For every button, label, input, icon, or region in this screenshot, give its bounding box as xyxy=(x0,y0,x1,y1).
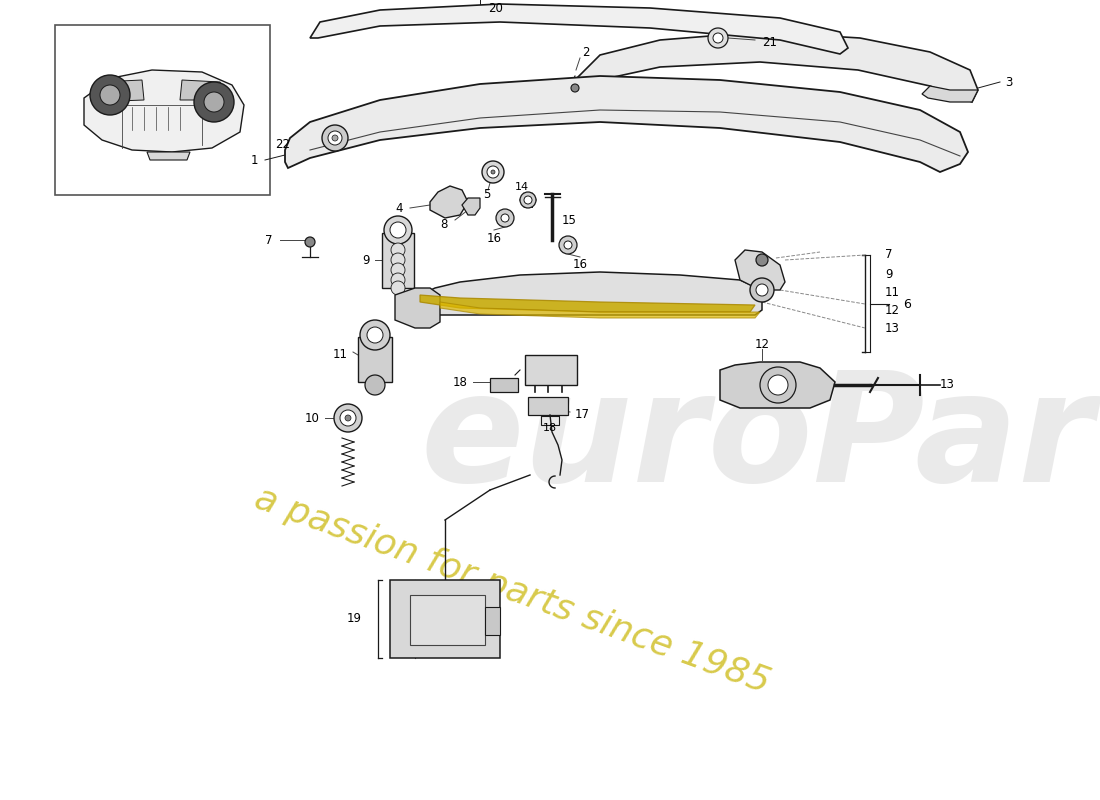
Circle shape xyxy=(390,222,406,238)
Polygon shape xyxy=(575,32,978,102)
Polygon shape xyxy=(720,362,835,408)
Text: 13: 13 xyxy=(886,322,900,334)
Circle shape xyxy=(340,410,356,426)
Text: 18: 18 xyxy=(543,423,557,433)
Text: 16: 16 xyxy=(572,258,587,271)
Circle shape xyxy=(390,253,405,267)
Circle shape xyxy=(756,254,768,266)
Circle shape xyxy=(390,263,405,277)
Polygon shape xyxy=(462,198,480,215)
Circle shape xyxy=(334,404,362,432)
Text: 12: 12 xyxy=(886,303,900,317)
FancyBboxPatch shape xyxy=(525,355,578,385)
Circle shape xyxy=(390,281,405,295)
Polygon shape xyxy=(440,302,760,318)
Text: 12: 12 xyxy=(755,338,770,350)
Circle shape xyxy=(305,237,315,247)
Text: euroParts: euroParts xyxy=(420,366,1100,514)
Circle shape xyxy=(564,241,572,249)
Circle shape xyxy=(491,170,495,174)
Polygon shape xyxy=(285,76,968,172)
Polygon shape xyxy=(922,86,978,102)
Text: 7: 7 xyxy=(265,234,273,246)
Polygon shape xyxy=(735,250,785,290)
Circle shape xyxy=(204,92,224,112)
Polygon shape xyxy=(420,295,755,312)
Circle shape xyxy=(345,415,351,421)
Text: 8: 8 xyxy=(441,218,448,230)
Circle shape xyxy=(332,135,338,141)
Text: 15: 15 xyxy=(562,214,576,226)
Circle shape xyxy=(482,161,504,183)
Text: 9: 9 xyxy=(886,267,892,281)
Text: a passion for parts since 1985: a passion for parts since 1985 xyxy=(250,481,774,699)
Polygon shape xyxy=(147,152,190,160)
Circle shape xyxy=(750,278,774,302)
Text: 5: 5 xyxy=(483,187,491,201)
Circle shape xyxy=(384,216,412,244)
Text: 11: 11 xyxy=(886,286,900,298)
Text: 10: 10 xyxy=(305,411,320,425)
Text: 1: 1 xyxy=(251,154,258,166)
Polygon shape xyxy=(415,272,762,315)
Circle shape xyxy=(500,214,509,222)
Text: 17: 17 xyxy=(575,409,590,422)
Circle shape xyxy=(559,236,578,254)
Circle shape xyxy=(322,125,348,151)
Circle shape xyxy=(487,166,499,178)
Polygon shape xyxy=(84,70,244,152)
Circle shape xyxy=(520,192,536,208)
Circle shape xyxy=(365,375,385,395)
Circle shape xyxy=(100,85,120,105)
Text: 3: 3 xyxy=(1005,75,1012,89)
Text: 2: 2 xyxy=(582,46,590,58)
Text: 7: 7 xyxy=(886,249,892,262)
Polygon shape xyxy=(310,4,848,54)
Polygon shape xyxy=(92,80,144,102)
Circle shape xyxy=(760,367,796,403)
FancyBboxPatch shape xyxy=(490,378,518,392)
Circle shape xyxy=(496,209,514,227)
Polygon shape xyxy=(395,288,440,328)
Text: 13: 13 xyxy=(940,378,955,391)
Text: 20: 20 xyxy=(488,2,503,15)
Text: 19: 19 xyxy=(346,611,362,625)
Circle shape xyxy=(768,375,788,395)
Circle shape xyxy=(367,327,383,343)
FancyBboxPatch shape xyxy=(410,595,485,645)
Circle shape xyxy=(708,28,728,48)
FancyBboxPatch shape xyxy=(382,233,414,288)
FancyBboxPatch shape xyxy=(485,607,501,635)
Text: 4: 4 xyxy=(396,202,403,214)
Polygon shape xyxy=(180,80,230,100)
FancyBboxPatch shape xyxy=(390,580,501,658)
Circle shape xyxy=(328,131,342,145)
Text: 6: 6 xyxy=(903,298,911,310)
Text: 9: 9 xyxy=(363,254,370,266)
Circle shape xyxy=(571,84,579,92)
Text: 22: 22 xyxy=(275,138,290,151)
Circle shape xyxy=(390,273,405,287)
Circle shape xyxy=(90,75,130,115)
Text: 18: 18 xyxy=(453,375,468,389)
Circle shape xyxy=(524,196,532,204)
Circle shape xyxy=(194,82,234,122)
FancyBboxPatch shape xyxy=(528,397,568,415)
Circle shape xyxy=(390,243,405,257)
Text: 11: 11 xyxy=(333,349,348,362)
Circle shape xyxy=(756,284,768,296)
Circle shape xyxy=(713,33,723,43)
Text: 21: 21 xyxy=(762,35,777,49)
FancyBboxPatch shape xyxy=(358,337,392,382)
FancyBboxPatch shape xyxy=(55,25,270,195)
Polygon shape xyxy=(430,186,468,218)
Text: 16: 16 xyxy=(486,231,502,245)
Text: 14: 14 xyxy=(515,182,529,192)
Circle shape xyxy=(360,320,390,350)
